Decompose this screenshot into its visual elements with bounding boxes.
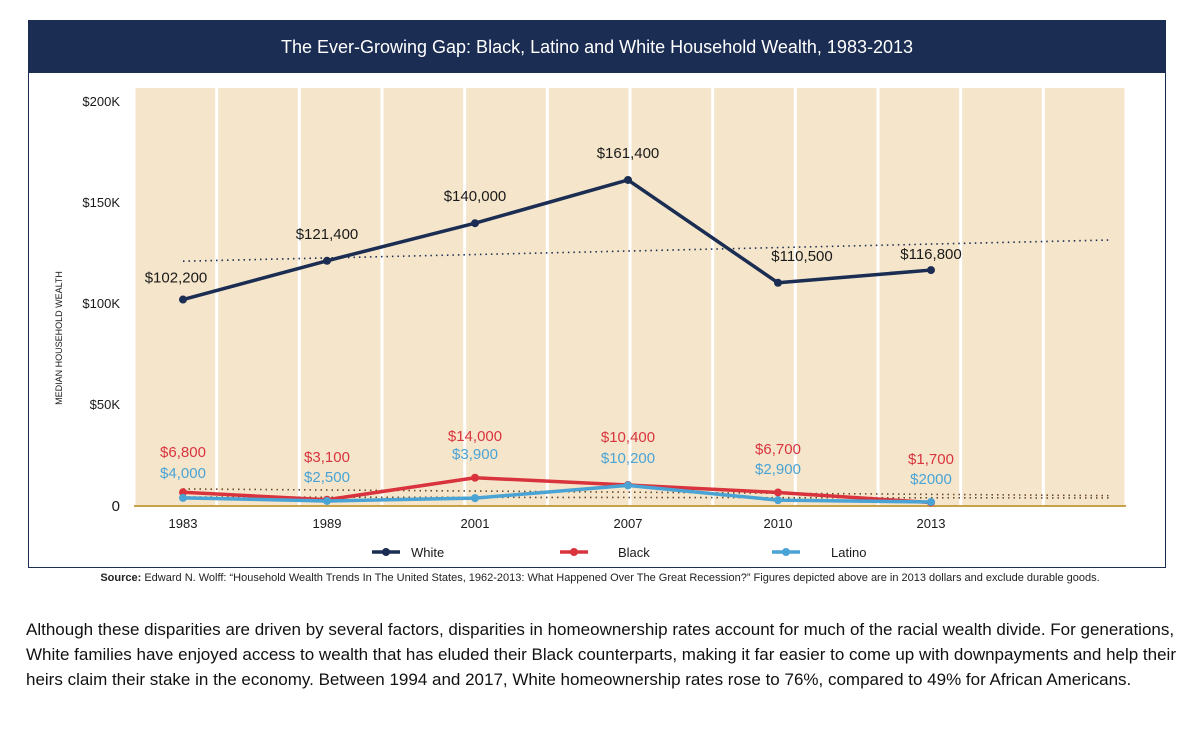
x-tick-label: 1989 [313, 516, 342, 531]
legend-label-latino: Latino [831, 545, 866, 560]
data-label-latino: $4,000 [160, 465, 206, 482]
data-point-white [774, 278, 782, 287]
data-point-white [323, 256, 331, 265]
data-point-latino [471, 494, 479, 503]
line-chart: 0 $50K $100K $150K $200K MEDIAN HOUSEHOLD WEA… [54, 88, 1128, 560]
data-point-white [179, 295, 187, 304]
data-label-white: $161,400 [597, 145, 660, 162]
data-label-latino: $2,500 [304, 469, 350, 486]
x-tick-label: 1983 [169, 516, 198, 531]
series-line-white [182, 178, 932, 302]
data-label-black: $14,000 [448, 428, 502, 445]
data-point-latino [179, 493, 187, 502]
data-label-latino: $10,200 [601, 450, 655, 467]
data-point-latino [323, 496, 331, 505]
y-tick-label: $200K [82, 94, 120, 109]
y-tick-label: 0 [112, 498, 120, 515]
data-point-black [471, 473, 479, 482]
data-point-white [471, 219, 479, 228]
data-point-latino [624, 481, 632, 490]
data-label-latino: $2,900 [755, 461, 801, 478]
legend-label-black: Black [618, 545, 650, 560]
y-axis-title: MEDIAN HOUSEHOLD WEALTH [54, 271, 64, 405]
data-point-latino [927, 497, 935, 506]
series-line-latino [182, 483, 932, 504]
legend-marker-white [382, 548, 390, 556]
data-point-latino [774, 496, 782, 505]
y-tick-label: $50K [90, 397, 121, 412]
body-paragraph: Although these disparities are driven by… [26, 620, 1176, 689]
legend-marker-latino [782, 548, 790, 556]
series-line-black [182, 475, 932, 505]
x-tick-label: 2001 [461, 516, 490, 531]
y-tick-label: $100K [82, 296, 120, 311]
data-point-white [927, 266, 935, 275]
x-tick-label: 2013 [917, 516, 946, 531]
data-label-latino: $2000 [910, 471, 952, 488]
chart-title: The Ever-Growing Gap: Black, Latino and … [29, 21, 1165, 73]
data-label-white: $121,400 [296, 226, 359, 243]
data-label-white: $116,800 [900, 246, 961, 263]
data-label-white: $140,000 [444, 188, 507, 205]
legend-marker-black [570, 548, 578, 556]
y-tick-label: $150K [82, 195, 120, 210]
data-point-black [179, 488, 187, 497]
legend-label-white: White [411, 545, 444, 560]
trend-line-black [182, 488, 1111, 497]
data-label-black: $1,700 [908, 451, 954, 468]
data-label-black: $6,700 [755, 441, 801, 458]
source-prefix: Source: [100, 572, 142, 584]
source-note: Source: Edward N. Wolff: “Household Weal… [0, 572, 1200, 584]
data-label-black: $10,400 [601, 429, 655, 446]
x-tick-label: 2010 [764, 516, 793, 531]
data-point-white [624, 175, 632, 184]
data-label-black: $3,100 [304, 449, 350, 466]
x-tick-label: 2007 [614, 516, 643, 531]
data-point-black [774, 488, 782, 497]
data-label-white: $102,200 [145, 270, 208, 287]
source-text: Edward N. Wolff: “Household Wealth Trend… [141, 572, 1100, 584]
data-label-latino: $3,900 [452, 446, 498, 463]
data-label-black: $6,800 [160, 444, 206, 461]
data-label-white: $110,500 [771, 248, 832, 265]
